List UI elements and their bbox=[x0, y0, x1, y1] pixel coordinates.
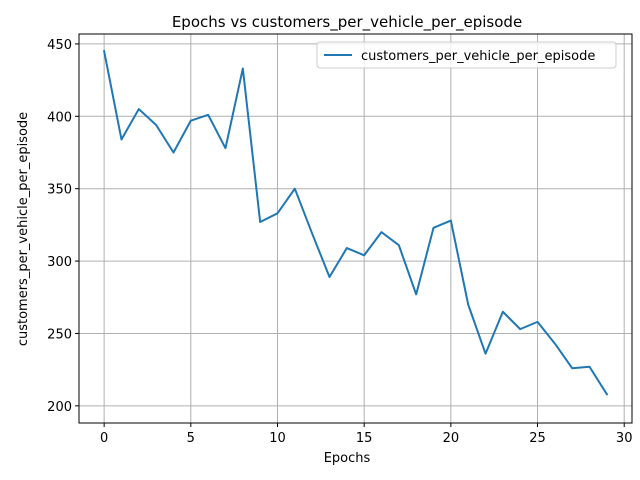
data-point bbox=[294, 187, 296, 189]
data-point bbox=[606, 393, 608, 395]
data-point bbox=[450, 219, 452, 221]
y-tick-label: 450 bbox=[47, 38, 72, 53]
x-axis-label: Epochs bbox=[324, 451, 371, 466]
y-tick-label: 400 bbox=[47, 110, 72, 125]
data-point bbox=[432, 227, 434, 229]
x-tick-label: 0 bbox=[100, 431, 108, 446]
x-axis: 0 5 10 15 20 25 30 bbox=[100, 423, 632, 446]
data-point bbox=[502, 311, 504, 313]
data-point bbox=[103, 50, 105, 52]
legend: customers_per_vehicle_per_episode bbox=[316, 41, 617, 69]
data-point bbox=[380, 231, 382, 233]
y-tick-label: 350 bbox=[47, 183, 72, 198]
x-tick-label: 30 bbox=[616, 431, 633, 446]
data-point bbox=[207, 114, 209, 116]
data-point bbox=[571, 367, 573, 369]
data-point bbox=[190, 119, 192, 121]
y-tick-label: 200 bbox=[47, 400, 72, 415]
x-tick-label: 25 bbox=[529, 431, 546, 446]
data-point bbox=[224, 147, 226, 149]
data-point bbox=[172, 151, 174, 153]
data-point bbox=[346, 247, 348, 249]
data-point bbox=[242, 67, 244, 69]
data-point bbox=[519, 328, 521, 330]
series-layer bbox=[102, 49, 609, 396]
plot-frame bbox=[78, 33, 633, 424]
data-point bbox=[259, 221, 261, 223]
data-point bbox=[155, 124, 157, 126]
data-point bbox=[536, 321, 538, 323]
legend-box bbox=[316, 41, 617, 69]
data-point bbox=[484, 353, 486, 355]
y-axis-label: customers_per_vehicle_per_episode bbox=[16, 112, 31, 346]
y-tick-label: 300 bbox=[47, 255, 72, 270]
series-line bbox=[102, 49, 609, 396]
x-tick-label: 10 bbox=[269, 431, 286, 446]
data-point bbox=[138, 108, 140, 110]
data-point bbox=[467, 303, 469, 305]
data-point bbox=[588, 366, 590, 368]
data-point bbox=[328, 276, 330, 278]
data-point bbox=[276, 212, 278, 214]
data-point bbox=[415, 293, 417, 295]
data-point bbox=[554, 342, 556, 344]
legend-label: customers_per_vehicle_per_episode bbox=[361, 49, 595, 64]
data-point bbox=[120, 138, 122, 140]
chart-title: Epochs vs customers_per_vehicle_per_epis… bbox=[172, 13, 522, 32]
x-tick-label: 5 bbox=[187, 431, 195, 446]
data-point bbox=[398, 244, 400, 246]
data-point bbox=[311, 232, 313, 234]
y-tick-label: 250 bbox=[47, 327, 72, 342]
y-axis: 200 250 300 350 400 450 bbox=[47, 38, 79, 415]
x-tick-label: 20 bbox=[443, 431, 460, 446]
data-point bbox=[363, 254, 365, 256]
x-tick-label: 15 bbox=[356, 431, 373, 446]
